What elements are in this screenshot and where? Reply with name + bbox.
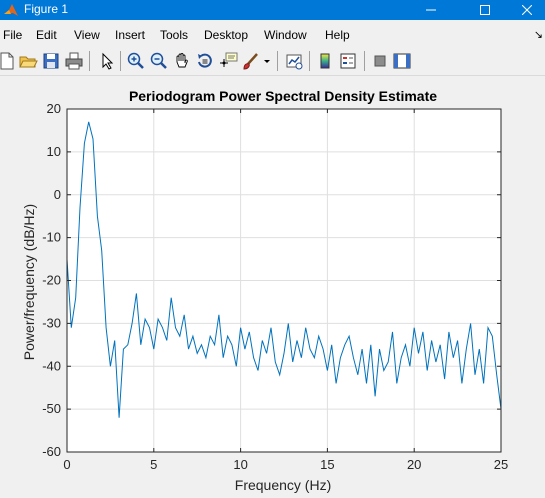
close-icon [521,5,532,15]
minimize-icon [426,9,436,11]
axis-ticks: 0 5 10 15 20 25 -60 -50 -40 -30 -20 -10 0 10 20 [42,101,508,472]
x-tick-label: 5 [150,457,157,472]
window-title: Figure 1 [24,2,69,16]
zoom-in-button[interactable] [126,51,146,71]
toolbar-separator [89,51,90,71]
maximize-button[interactable] [462,0,508,20]
menu-bar: File Edit View Insert Tools Desktop Wind… [0,24,545,46]
menu-window[interactable]: Window [264,28,307,42]
menu-desktop[interactable]: Desktop [204,28,249,42]
toolbar-separator [120,51,121,71]
toolbar-separator [309,51,310,71]
y-tick-label: -20 [42,273,61,288]
print-button[interactable] [64,51,84,71]
toolbar-separator [364,51,365,71]
y-tick-label: -50 [42,401,61,416]
open-file-icon [19,56,38,68]
psd-chart: 0 5 10 15 20 25 -60 -50 -40 -30 -20 -10 0 10 20 Period… [21,88,508,493]
link-plot-button[interactable] [284,51,304,71]
matlab-logo-icon [4,4,18,16]
menu-file[interactable]: File [3,28,23,42]
edit-plot-arrow-icon [102,52,114,70]
x-tick-label: 15 [320,457,334,472]
toolbar-separator [277,51,278,71]
zoom-out-button[interactable] [149,51,169,71]
insert-legend-button[interactable] [338,51,358,71]
data-cursor-icon [220,52,238,67]
y-tick-label: -30 [42,315,61,330]
zoom-out-icon [150,52,167,69]
brush-dropdown[interactable] [262,51,272,71]
x-axis-label: Frequency (Hz) [235,477,331,493]
y-tick-label: -40 [42,358,61,373]
pan-button[interactable] [172,51,192,71]
y-tick-label: -60 [42,444,61,459]
menu-tools[interactable]: Tools [160,28,189,42]
save-icon [43,53,59,69]
figure-toolbar [0,47,545,76]
insert-colorbar-icon [320,53,330,69]
close-button[interactable] [508,0,545,20]
y-tick-label: 20 [47,101,61,116]
maximize-icon [480,5,490,15]
y-axis-label: Power/frequency (dB/Hz) [21,204,37,360]
psd-line [66,121,502,418]
print-icon [65,52,83,70]
data-cursor-button[interactable] [218,51,238,71]
new-figure-button[interactable] [0,51,16,71]
edit-plot-button[interactable] [97,51,117,71]
y-tick-label: -10 [42,230,61,245]
menu-edit[interactable]: Edit [36,28,57,42]
open-file-button[interactable] [18,51,38,71]
y-tick-label: 10 [47,144,61,159]
insert-colorbar-button[interactable] [315,51,335,71]
brush-icon [243,53,258,70]
insert-legend-icon [340,53,356,69]
pan-hand-icon [176,53,188,68]
rotate-3d-icon [198,53,212,68]
x-tick-label: 10 [233,457,247,472]
menu-help[interactable]: Help [325,28,350,42]
x-tick-label: 0 [63,457,70,472]
x-tick-label: 20 [407,457,421,472]
dock-figure-arrow-icon[interactable]: ↘ [533,29,543,41]
x-tick-label: 25 [494,457,508,472]
hide-plot-tools-icon [374,55,386,67]
show-plot-tools-icon [393,53,411,69]
chart-title: Periodogram Power Spectral Density Estim… [129,88,437,104]
zoom-in-icon [127,52,144,69]
hide-plot-tools-button[interactable] [370,51,390,71]
window-titlebar[interactable]: Figure 1 [0,0,545,20]
brush-button[interactable] [241,51,261,71]
show-plot-tools-button[interactable] [392,51,412,71]
y-tick-label: 0 [54,187,61,202]
minimize-button[interactable] [408,0,454,20]
menu-insert[interactable]: Insert [115,28,146,42]
save-button[interactable] [41,51,61,71]
rotate-3d-button[interactable] [195,51,215,71]
dropdown-arrow-icon [264,60,270,63]
menu-view[interactable]: View [74,28,100,42]
new-figure-icon [0,52,14,70]
link-plot-icon [286,54,303,70]
